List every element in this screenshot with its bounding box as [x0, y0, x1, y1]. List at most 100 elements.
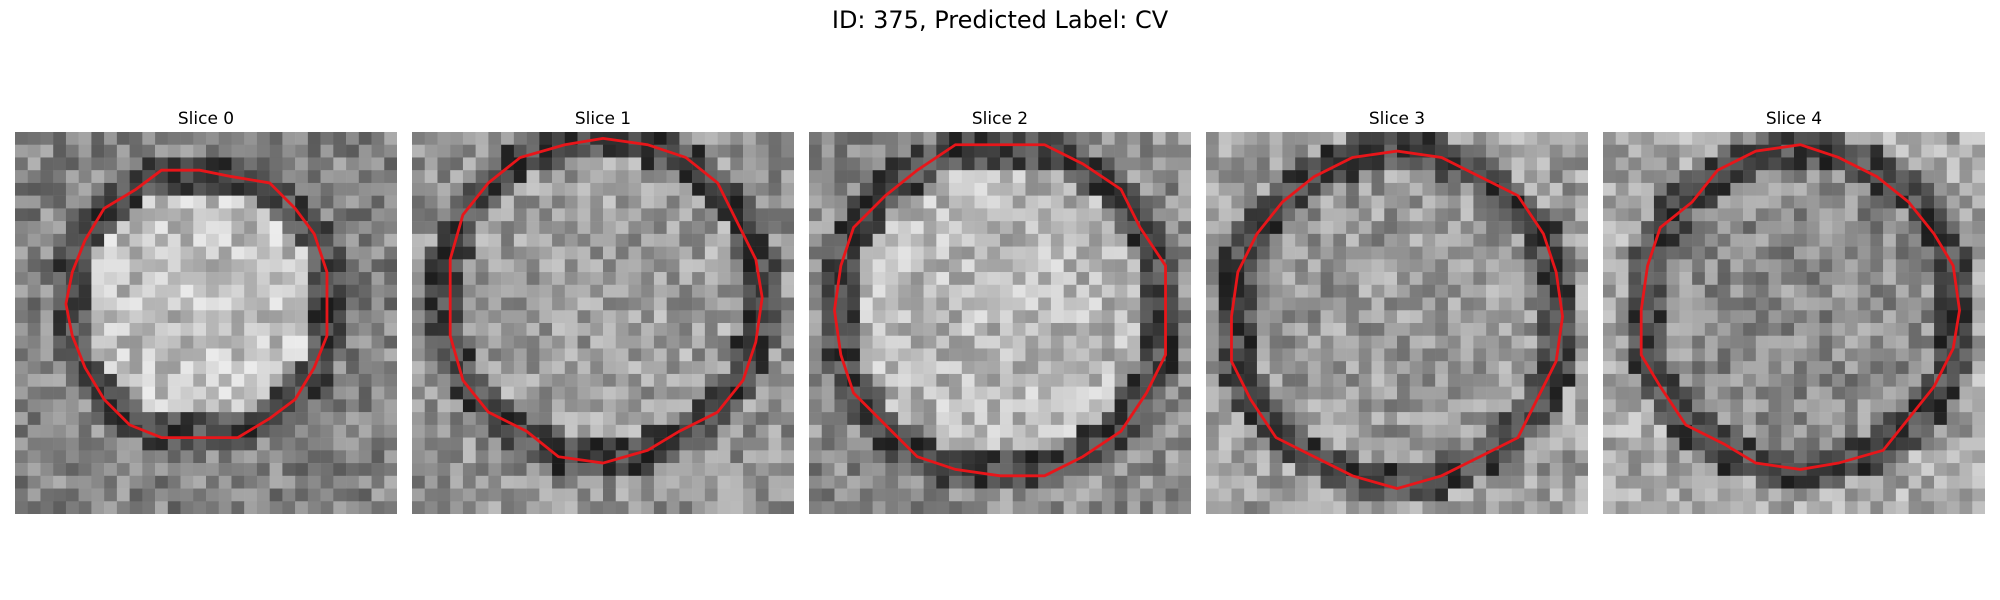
pixel: [1012, 208, 1026, 222]
pixel: [859, 424, 873, 438]
pixel: [501, 501, 515, 514]
pixel: [1165, 170, 1179, 184]
pixel: [513, 284, 527, 298]
pixel: [1282, 284, 1296, 298]
pixel: [987, 132, 1001, 145]
pixel: [282, 310, 296, 324]
pixel: [1615, 323, 1629, 336]
pixel: [295, 475, 309, 489]
pixel: [539, 208, 553, 222]
pixel: [1870, 157, 1884, 171]
pixel: [628, 386, 642, 400]
pixel: [40, 310, 54, 324]
pixel: [1946, 424, 1960, 438]
pixel: [1628, 310, 1642, 324]
pixel: [488, 348, 502, 362]
pixel: [1397, 450, 1410, 464]
pixel: [1012, 144, 1026, 158]
pixel: [1603, 412, 1616, 426]
pixel: [961, 450, 975, 464]
pixel: [641, 373, 655, 387]
pixel: [475, 437, 489, 451]
pixel: [167, 284, 181, 298]
pixel: [1244, 297, 1258, 311]
pixel: [692, 310, 706, 324]
pixel: [1498, 272, 1512, 286]
pixel: [1397, 348, 1410, 362]
pixel: [384, 399, 397, 413]
pixel: [1895, 284, 1909, 298]
pixel: [1333, 284, 1347, 298]
pixel: [1921, 132, 1935, 145]
pixel: [1409, 335, 1423, 349]
pixel: [1972, 195, 1985, 209]
pixel: [628, 501, 642, 514]
pixel: [961, 259, 975, 273]
slice-title-4: Slice 4: [1765, 109, 1823, 129]
pixel: [155, 323, 169, 336]
pixel: [1422, 272, 1436, 286]
pixel: [949, 170, 963, 184]
pixel: [65, 386, 79, 400]
pixel: [1000, 195, 1013, 209]
pixel: [1371, 335, 1385, 349]
pixel: [1562, 221, 1576, 235]
pixel: [1358, 450, 1372, 464]
pixel: [1012, 373, 1026, 387]
pixel: [333, 323, 347, 336]
pixel: [1447, 208, 1461, 222]
pixel: [1895, 361, 1909, 375]
pixel: [346, 157, 360, 171]
pixel: [809, 412, 822, 426]
pixel: [384, 488, 397, 502]
pixel: [256, 475, 270, 489]
pixel: [1946, 182, 1960, 196]
pixel: [1346, 475, 1360, 489]
pixel: [1704, 272, 1718, 286]
pixel: [641, 297, 655, 311]
pixel: [1768, 373, 1782, 387]
pixel: [1511, 488, 1525, 502]
pixel: [1473, 208, 1487, 222]
pixel: [1641, 488, 1655, 502]
pixel: [847, 208, 861, 222]
pixel: [307, 437, 321, 451]
pixel: [1806, 412, 1820, 426]
pixel: [371, 386, 385, 400]
pixel: [1921, 208, 1935, 222]
pixel: [501, 208, 515, 222]
pixel: [834, 424, 848, 438]
pixel: [269, 386, 283, 400]
pixel: [1895, 132, 1909, 145]
pixel: [1794, 132, 1807, 145]
pixel: [1063, 488, 1077, 502]
pixel: [628, 259, 642, 273]
pixel: [936, 437, 950, 451]
pixel: [475, 424, 489, 438]
pixel: [1768, 437, 1782, 451]
pixel: [949, 475, 963, 489]
pixel: [1231, 246, 1245, 260]
pixel: [1628, 246, 1642, 260]
pixel: [1140, 310, 1154, 324]
pixel: [1972, 272, 1985, 286]
pixel: [27, 335, 41, 349]
pixel: [1666, 323, 1680, 336]
pixel: [1946, 297, 1960, 311]
pixel: [1934, 450, 1948, 464]
pixel: [1575, 221, 1588, 235]
pixel: [1435, 233, 1449, 247]
pixel: [1165, 424, 1179, 438]
pixel: [450, 297, 464, 311]
pixel: [1422, 221, 1436, 235]
pixel: [1012, 412, 1026, 426]
pixel: [717, 157, 731, 171]
pixel: [91, 144, 105, 158]
pixel: [1806, 157, 1820, 171]
pixel: [717, 272, 731, 286]
pixel: [488, 373, 502, 387]
pixel: [1575, 361, 1588, 375]
pixel: [475, 310, 489, 324]
pixel: [1435, 272, 1449, 286]
pixel: [577, 310, 591, 324]
